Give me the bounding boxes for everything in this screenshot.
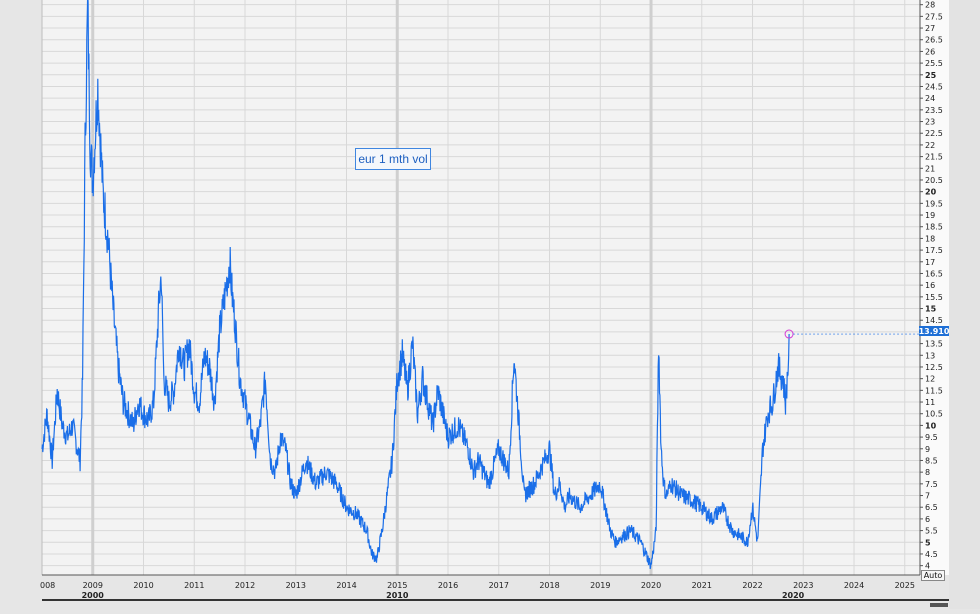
y-tick-label: 24 xyxy=(925,94,935,103)
y-tick-label: 13.5 xyxy=(925,340,943,349)
y-tick-label: 15.5 xyxy=(925,293,943,302)
y-tick-label: 7.5 xyxy=(925,480,938,489)
x-tick-label: 008 xyxy=(40,581,55,590)
x-tick-label: 2016 xyxy=(438,581,458,590)
series-line xyxy=(41,0,790,570)
y-tick-label: 22.5 xyxy=(925,129,943,138)
y-tick-label: 10 xyxy=(925,421,937,430)
y-tick-label: 9 xyxy=(925,445,930,454)
y-tick-label: 4.5 xyxy=(925,550,938,559)
y-tick-label: 25 xyxy=(925,71,937,80)
y-tick-label: 21.5 xyxy=(925,153,943,162)
y-tick-label: 16 xyxy=(925,281,935,290)
y-tick-label: 27 xyxy=(925,24,935,33)
y-axis-panel xyxy=(920,0,949,575)
y-tick-label: 19.5 xyxy=(925,199,943,208)
x-tick-label: 2019 xyxy=(590,581,610,590)
y-tick-label: 7 xyxy=(925,492,930,501)
y-tick-label: 22 xyxy=(925,141,935,150)
x-tick-label: 2018 xyxy=(539,581,559,590)
y-tick-label: 8 xyxy=(925,468,930,477)
y-tick-label: 13 xyxy=(925,351,935,360)
y-tick-label: 5 xyxy=(925,538,931,547)
y-tick-label: 16.5 xyxy=(925,269,943,278)
x-tick-label: 2022 xyxy=(742,581,762,590)
y-tick-label: 23.5 xyxy=(925,106,943,115)
y-tick-label: 11 xyxy=(925,398,935,407)
y-tick-label: 17 xyxy=(925,258,935,267)
series-legend[interactable]: eur 1 mth vol xyxy=(355,148,431,170)
y-tick-label: 6 xyxy=(925,515,930,524)
last-value-badge: 13.910 xyxy=(918,326,950,336)
series-layer xyxy=(41,0,920,570)
y-tick-label: 8.5 xyxy=(925,456,938,465)
y-tick-label: 28 xyxy=(925,1,935,10)
y-tick-label: 25.5 xyxy=(925,59,943,68)
x-tick-label: 2010 xyxy=(133,581,153,590)
y-tick-label: 4 xyxy=(925,562,930,571)
y-tick-label: 6.5 xyxy=(925,503,938,512)
y-tick-label: 23 xyxy=(925,118,935,127)
decade-label: 2010 xyxy=(386,591,409,600)
y-tick-label: 15 xyxy=(925,305,937,314)
x-tick-label: 2014 xyxy=(336,581,356,590)
x-tick-label: 2015 xyxy=(387,581,407,590)
x-tick-label: 2024 xyxy=(844,581,864,590)
y-tick-label: 27.5 xyxy=(925,12,943,21)
scroll-handle[interactable] xyxy=(930,603,948,607)
y-axis: 4 4.5 5 5.5 6 6.5 7 7.5 8 8.5 9 9.5 10 10.5 11 11.5 12 12… xyxy=(919,0,943,575)
y-tick-label: 12.5 xyxy=(925,363,943,372)
x-tick-label: 2020 xyxy=(641,581,661,590)
grid-lines xyxy=(41,0,920,575)
x-tick-label: 2013 xyxy=(286,581,306,590)
x-tick-label: 2009 xyxy=(83,581,103,590)
y-tick-label: 18 xyxy=(925,234,935,243)
x-tick-label: 2011 xyxy=(184,581,204,590)
decade-label: 2000 xyxy=(82,591,105,600)
y-tick-label: 19 xyxy=(925,211,935,220)
y-tick-label: 21 xyxy=(925,164,935,173)
y-tick-label: 11.5 xyxy=(925,386,943,395)
y-tick-label: 18.5 xyxy=(925,223,943,232)
decade-label: 2020 xyxy=(782,591,805,600)
y-tick-label: 14.5 xyxy=(925,316,943,325)
y-tick-label: 20.5 xyxy=(925,176,943,185)
x-axis: 008 2009 2010 2011 2012 2013 2014 2015 2016 2017 2… xyxy=(40,574,949,607)
plot-background xyxy=(42,0,920,575)
y-tick-label: 10.5 xyxy=(925,410,943,419)
y-tick-label: 9.5 xyxy=(925,433,938,442)
y-tick-label: 20 xyxy=(925,188,937,197)
y-tick-label: 17.5 xyxy=(925,246,943,255)
y-tick-label: 12 xyxy=(925,375,935,384)
auto-scale-button[interactable]: Auto xyxy=(921,570,945,581)
x-tick-label: 2023 xyxy=(793,581,813,590)
y-tick-label: 24.5 xyxy=(925,82,943,91)
y-tick-label: 26 xyxy=(925,47,935,56)
x-tick-label: 2012 xyxy=(235,581,255,590)
right-frame-strip xyxy=(949,0,980,609)
x-tick-label: 2021 xyxy=(692,581,712,590)
x-tick-label: 2017 xyxy=(489,581,509,590)
x-tick-label: 2025 xyxy=(895,581,915,590)
y-tick-label: 26.5 xyxy=(925,36,943,45)
y-tick-label: 5.5 xyxy=(925,527,938,536)
